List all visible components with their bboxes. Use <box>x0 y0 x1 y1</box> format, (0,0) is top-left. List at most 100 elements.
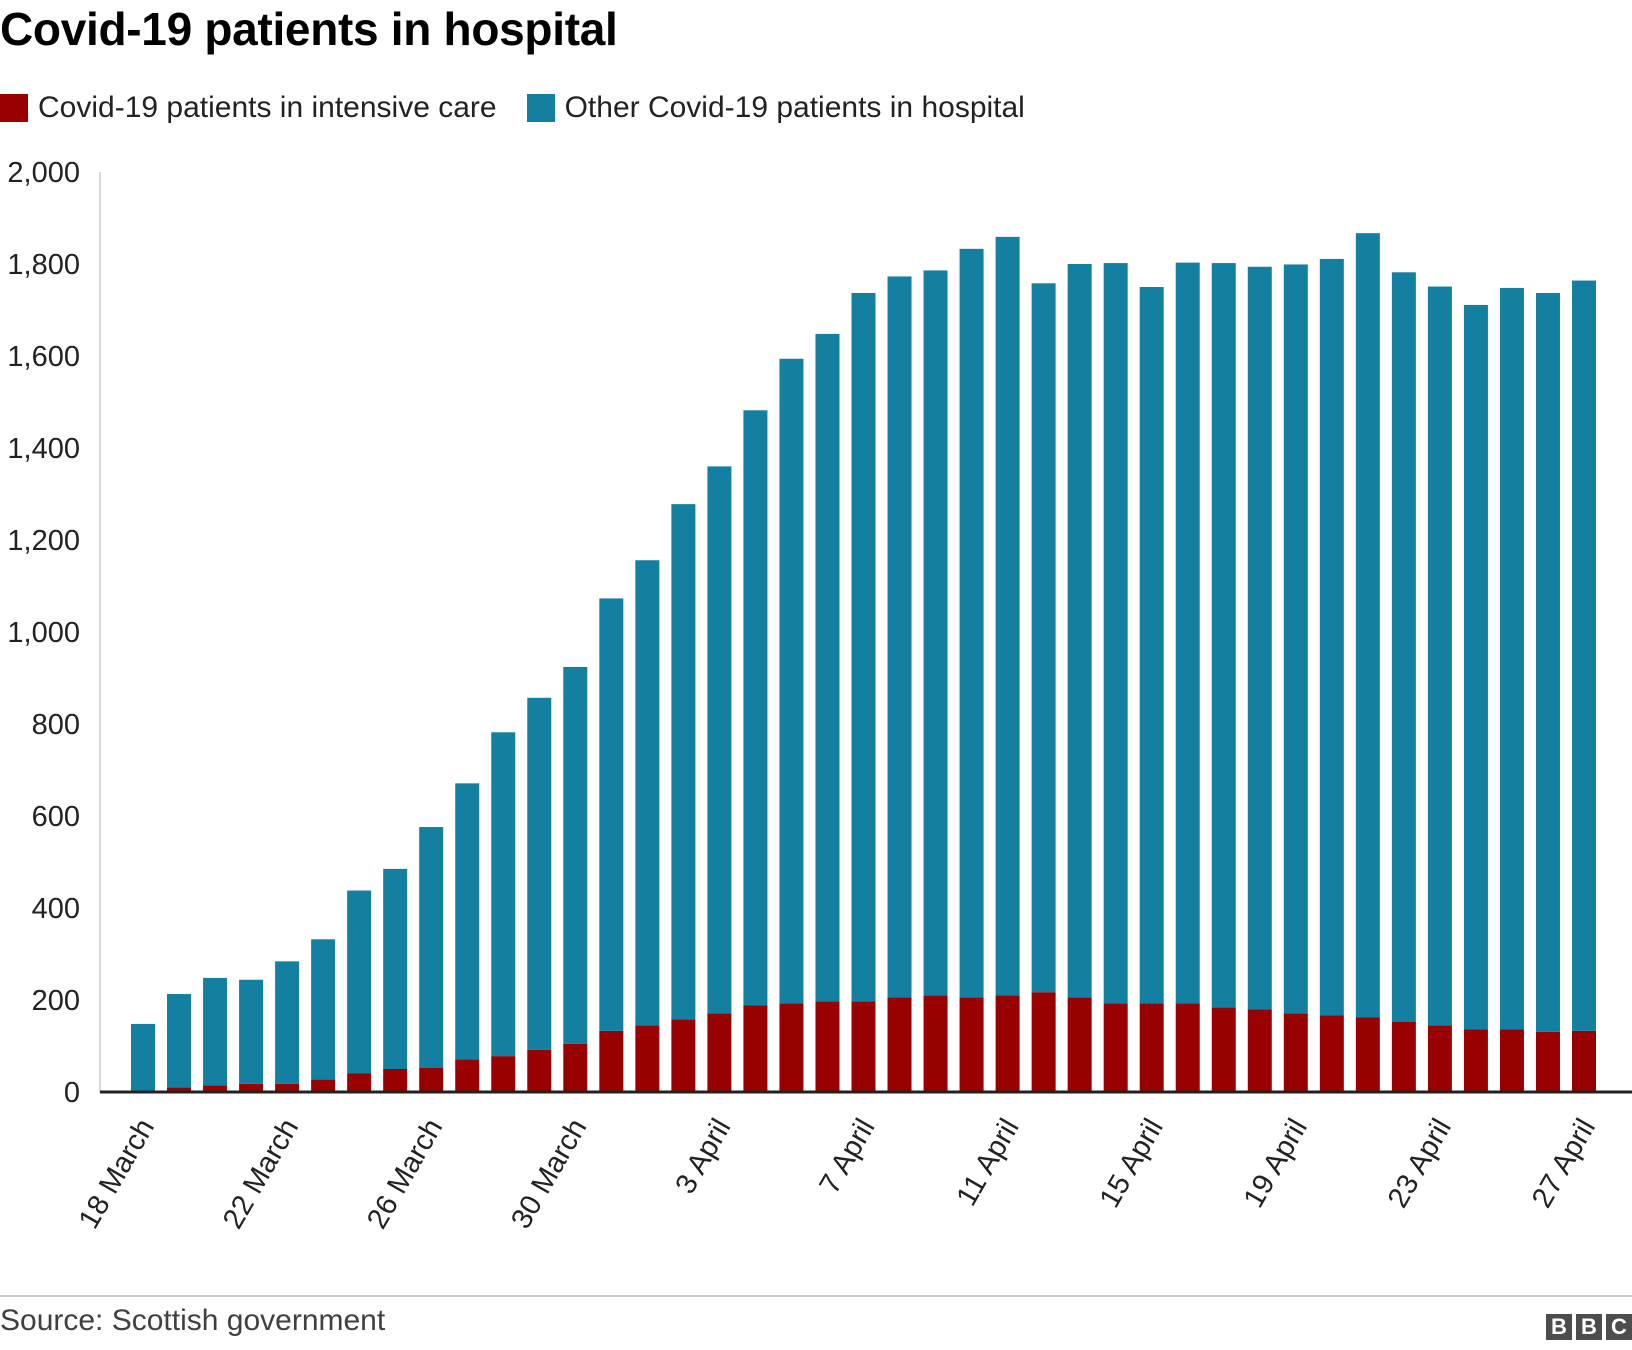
bar-intensive-care <box>167 1087 192 1092</box>
bar-other-patients <box>383 868 408 1069</box>
bar-other-patients <box>311 939 336 1080</box>
y-tick-label: 200 <box>32 985 80 1017</box>
x-tick-label: 23 April <box>1382 1114 1458 1214</box>
bar-other-patients <box>635 560 660 1026</box>
bar-intensive-care <box>347 1073 372 1092</box>
legend-label-other-patients: Other Covid-19 patients in hospital <box>564 91 1025 124</box>
x-axis-ticks: 18 March 22 March 26 March 30 March 3 April 7… <box>73 1114 1602 1235</box>
bar-other-patients <box>1103 263 1128 1004</box>
x-tick-label: 22 March <box>217 1114 305 1235</box>
logo-letter: B <box>1576 1314 1602 1340</box>
x-tick-label: 7 April <box>814 1114 882 1200</box>
bar-intensive-care <box>1247 1009 1272 1092</box>
bar-intensive-care <box>1391 1021 1416 1092</box>
bar-intensive-care <box>311 1079 336 1092</box>
y-tick-label: 2,000 <box>7 157 80 189</box>
bar-other-patients <box>599 598 624 1031</box>
bar-other-patients <box>1499 287 1524 1030</box>
bar-other-patients <box>1391 272 1416 1022</box>
bar-other-patients <box>1463 304 1488 1030</box>
bar-other-patients <box>887 276 912 998</box>
bar-intensive-care <box>923 995 948 1092</box>
bar-other-patients <box>995 236 1020 996</box>
bar-intensive-care <box>1427 1025 1452 1092</box>
bar-series <box>131 233 1596 1092</box>
chart-title: Covid-19 patients in hospital <box>0 3 618 55</box>
bar-other-patients <box>131 1023 155 1092</box>
bar-chart: 0 200 400 600 800 1,000 1,200 1,400 1,600 1,800 2,… <box>7 157 1632 1235</box>
bar-other-patients <box>347 890 372 1074</box>
bar-intensive-care <box>383 1069 408 1092</box>
bar-intensive-care <box>1103 1003 1128 1092</box>
bar-other-patients <box>707 466 732 1014</box>
bar-other-patients <box>1572 280 1596 1031</box>
bar-intensive-care <box>1211 1007 1236 1092</box>
y-tick-label: 800 <box>32 709 80 741</box>
bar-intensive-care <box>1319 1015 1344 1092</box>
x-tick-label: 18 March <box>73 1114 161 1235</box>
bar-other-patients <box>1535 292 1560 1032</box>
bar-intensive-care <box>527 1049 552 1092</box>
x-tick-label: 30 March <box>505 1114 593 1235</box>
bar-other-patients <box>779 358 804 1004</box>
y-tick-label: 1,200 <box>7 525 80 557</box>
bar-other-patients <box>527 697 552 1050</box>
bar-other-patients <box>671 504 696 1020</box>
bar-intensive-care <box>275 1083 300 1092</box>
bar-other-patients <box>491 732 516 1057</box>
bar-other-patients <box>563 666 588 1044</box>
bar-intensive-care <box>1175 1003 1200 1092</box>
legend-swatch-intensive-care <box>0 94 28 122</box>
bar-intensive-care <box>563 1043 588 1092</box>
y-tick-label: 1,400 <box>7 433 80 465</box>
x-tick-label: 11 April <box>951 1114 1026 1212</box>
legend-item-intensive-care: Covid-19 patients in intensive care <box>0 91 497 125</box>
bar-intensive-care <box>1463 1029 1488 1092</box>
bar-intensive-care <box>455 1059 480 1092</box>
bar-other-patients <box>815 333 840 1002</box>
bar-intensive-care <box>1572 1030 1596 1092</box>
y-tick-label: 600 <box>32 801 80 833</box>
bar-other-patients <box>1139 287 1164 1004</box>
bar-intensive-care <box>239 1083 264 1092</box>
bar-other-patients <box>1355 233 1380 1018</box>
bar-intensive-care <box>1283 1013 1308 1092</box>
bar-other-patients <box>923 270 948 996</box>
bar-other-patients <box>419 827 444 1068</box>
x-tick-label: 3 April <box>669 1114 737 1200</box>
bar-other-patients <box>1247 266 1272 1010</box>
bar-other-patients <box>1427 286 1452 1026</box>
bar-other-patients <box>1319 258 1344 1016</box>
bar-intensive-care <box>779 1003 804 1092</box>
y-axis-ticks: 0 200 400 600 800 1,000 1,200 1,400 1,600 1,800 2,… <box>7 157 80 1109</box>
bar-intensive-care <box>707 1013 732 1092</box>
bar-other-patients <box>203 977 228 1086</box>
bar-other-patients <box>1067 264 1092 998</box>
legend-swatch-other-patients <box>526 94 555 122</box>
bar-intensive-care <box>851 1001 876 1092</box>
bar-intensive-care <box>635 1025 660 1092</box>
bar-other-patients <box>275 961 300 1084</box>
legend-label-intensive-care: Covid-19 patients in intensive care <box>38 91 497 124</box>
bar-intensive-care <box>671 1019 696 1092</box>
bar-intensive-care <box>995 995 1020 1092</box>
bar-intensive-care <box>419 1067 444 1092</box>
logo-letter: B <box>1546 1314 1572 1340</box>
bar-other-patients <box>1031 283 1056 993</box>
bar-intensive-care <box>959 997 984 1092</box>
bar-intensive-care <box>743 1005 768 1092</box>
legend-item-other-patients: Other Covid-19 patients in hospital <box>526 91 1025 125</box>
bar-intensive-care <box>1355 1017 1380 1092</box>
x-tick-label: 15 April <box>1094 1114 1170 1214</box>
bar-intensive-care <box>599 1030 624 1092</box>
bar-intensive-care <box>1067 997 1092 1092</box>
bar-other-patients <box>239 979 264 1084</box>
bar-other-patients <box>959 248 984 998</box>
footer-divider <box>0 1295 1632 1297</box>
y-tick-label: 1,800 <box>7 249 80 281</box>
bar-other-patients <box>1175 262 1200 1004</box>
bar-other-patients <box>455 783 480 1060</box>
y-tick-label: 1,600 <box>7 341 80 373</box>
bar-other-patients <box>1211 263 1236 1008</box>
chart-legend: Covid-19 patients in intensive care Othe… <box>0 88 1055 128</box>
